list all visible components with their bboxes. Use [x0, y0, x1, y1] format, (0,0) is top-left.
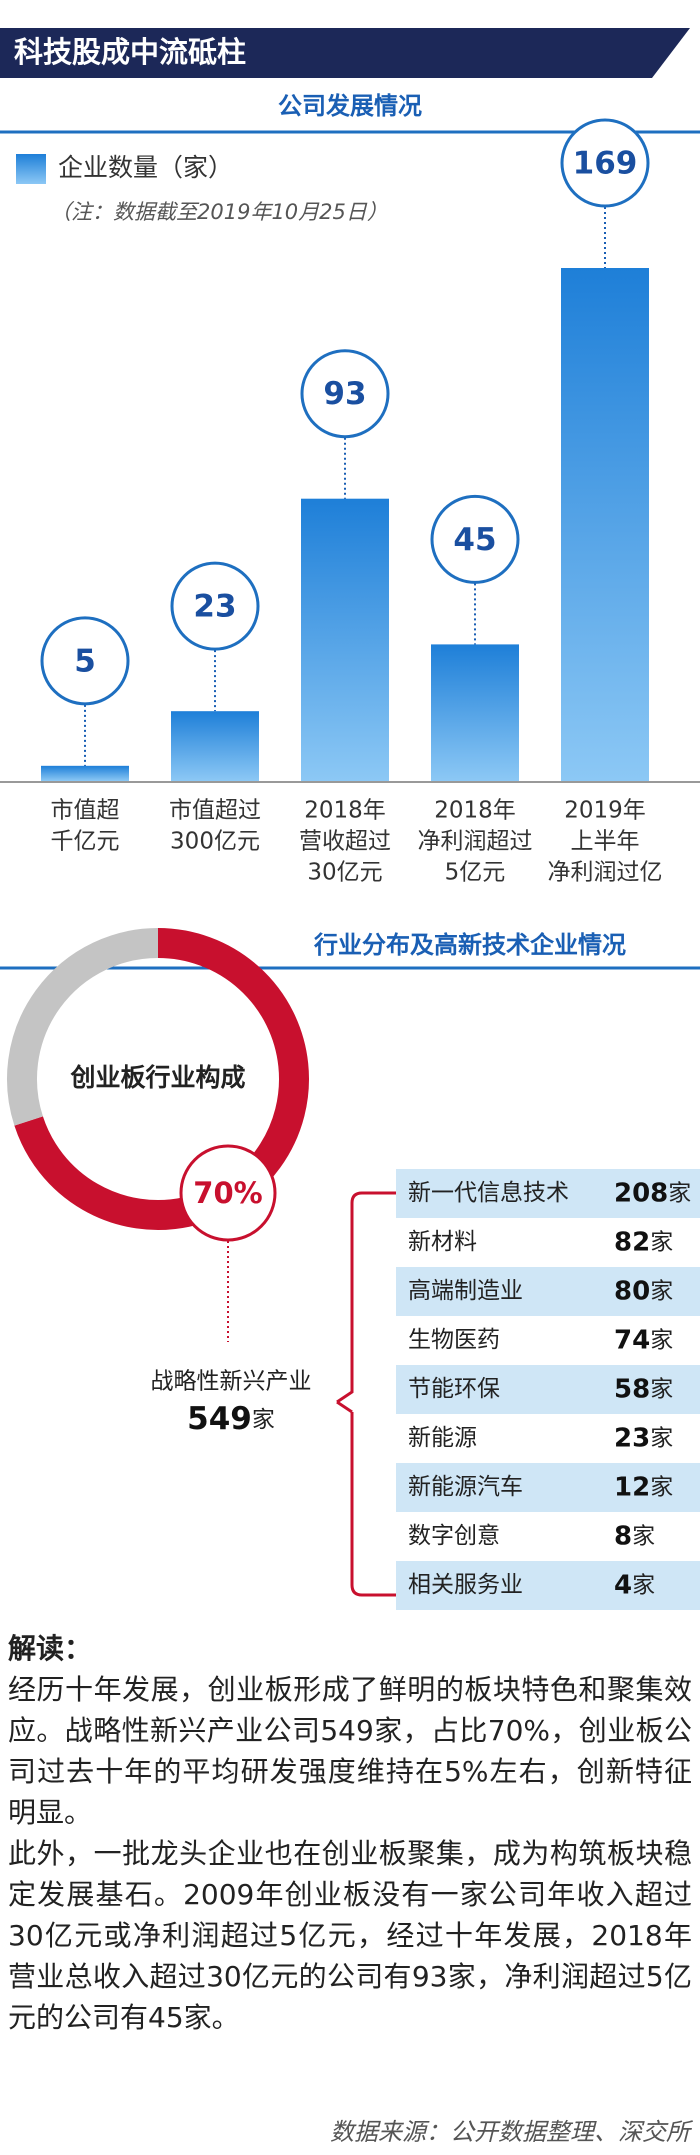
- row-number: 23: [614, 1423, 650, 1453]
- commentary: 解读： 经历十年发展，创业板形成了鲜明的板块特色和聚集效应。战略性新兴产业公司5…: [8, 1628, 692, 2038]
- row-unit: 家: [650, 1425, 673, 1451]
- x-tick-label: 2018年: [304, 798, 386, 824]
- value-label: 70%: [193, 1176, 262, 1210]
- value-label: 93: [323, 376, 366, 412]
- note: （注：数据截至2019年10月25日）: [50, 200, 388, 224]
- row-count: 58家: [614, 1374, 673, 1404]
- x-tick-label: 市值超过: [169, 798, 261, 824]
- donut-segment: [7, 928, 159, 1126]
- row-unit: 家: [650, 1278, 673, 1304]
- value-badge: [430, 494, 520, 584]
- source: 数据来源：公开数据整理、深交所: [330, 2118, 690, 2146]
- row-unit: 家: [632, 1572, 655, 1598]
- value-badge: [40, 616, 130, 706]
- legend-swatch: [16, 154, 46, 184]
- x-tick-label: 净利润超过: [418, 829, 533, 855]
- row-number: 12: [614, 1472, 650, 1502]
- value-label: 23: [193, 589, 236, 625]
- row-count: 82家: [614, 1227, 673, 1257]
- section-title: 行业分布及高新技术企业情况: [313, 931, 626, 959]
- x-tick-label: 300亿元: [170, 829, 260, 855]
- value-badge: [300, 349, 390, 439]
- donut-center-label: 创业板行业构成: [69, 1063, 245, 1092]
- row-name: 新能源: [408, 1425, 477, 1451]
- row-name: 新材料: [408, 1229, 477, 1255]
- bar: [301, 498, 389, 781]
- table-row-bg: [396, 1561, 700, 1610]
- subtotal-value: 549家: [187, 1401, 275, 1437]
- bar: [41, 765, 129, 781]
- paragraph: 此外，一批龙头企业也在创业板聚集，成为构筑板块稳定发展基石。2009年创业板没有…: [8, 1837, 692, 2034]
- brace: [336, 1191, 396, 1597]
- row-name: 节能环保: [408, 1376, 500, 1402]
- row-number: 8: [614, 1521, 632, 1551]
- legend-label: 企业数量（家）: [58, 153, 233, 182]
- row-number: 82: [614, 1227, 650, 1257]
- header-title: 科技股成中流砥柱: [14, 35, 246, 69]
- table-row-bg: [396, 1267, 700, 1316]
- row-unit: 家: [632, 1523, 655, 1549]
- row-unit: 家: [668, 1180, 691, 1206]
- row-unit: 家: [650, 1327, 673, 1353]
- row-name: 高端制造业: [408, 1278, 523, 1304]
- value-label: 5: [74, 643, 96, 679]
- row-name: 新一代信息技术: [408, 1180, 569, 1206]
- row-name: 数字创意: [408, 1523, 500, 1549]
- x-tick-label: 营收超过: [299, 829, 391, 855]
- row-count: 8家: [614, 1521, 655, 1551]
- table-row-bg: [396, 1169, 700, 1218]
- row-number: 58: [614, 1374, 650, 1404]
- row-name: 生物医药: [408, 1327, 500, 1353]
- chart: 科技股成中流砥柱 公司发展情况 企业数量（家） （注：数据截至2019年10月2…: [0, 28, 700, 1610]
- value-label: 169: [573, 146, 638, 182]
- row-number: 4: [614, 1570, 632, 1600]
- x-tick-label: 2018年: [434, 798, 516, 824]
- row-count: 12家: [614, 1472, 673, 1502]
- bar: [431, 644, 519, 781]
- value-badge: [170, 561, 260, 651]
- row-unit: 家: [650, 1376, 673, 1402]
- row-number: 74: [614, 1325, 650, 1355]
- value-badge: [560, 118, 650, 208]
- row-unit: 家: [650, 1474, 673, 1500]
- x-tick-label: 净利润过亿: [548, 860, 663, 886]
- bar: [171, 711, 259, 781]
- row-name: 新能源汽车: [408, 1474, 523, 1500]
- table-row-bg: [396, 1365, 700, 1414]
- x-tick-label: 上半年: [571, 829, 640, 855]
- value-badge: [179, 1144, 277, 1242]
- section-title: 公司发展情况: [278, 92, 422, 120]
- table-row-bg: [396, 1463, 700, 1512]
- x-tick-label: 5亿元: [445, 860, 506, 886]
- subtotal-unit: 家: [252, 1407, 275, 1433]
- row-count: 80家: [614, 1276, 673, 1306]
- header-bar: [0, 28, 690, 78]
- value-label: 45: [453, 522, 496, 558]
- row-count: 23家: [614, 1423, 673, 1453]
- paragraph: 经历十年发展，创业板形成了鲜明的板块特色和聚集效应。战略性新兴产业公司549家，…: [8, 1673, 692, 1829]
- row-name: 相关服务业: [408, 1572, 523, 1598]
- subtotal-label: 战略性新兴产业: [151, 1369, 312, 1395]
- x-tick-label: 30亿元: [307, 860, 382, 886]
- x-tick-label: 千亿元: [51, 829, 120, 855]
- commentary-heading: 解读：: [8, 1632, 93, 1665]
- row-number: 80: [614, 1276, 650, 1306]
- x-tick-label: 2019年: [564, 798, 646, 824]
- donut-segment: [14, 928, 309, 1230]
- row-count: 74家: [614, 1325, 673, 1355]
- row-count: 4家: [614, 1570, 655, 1600]
- subtotal-number: 549: [187, 1401, 252, 1437]
- bar: [561, 268, 649, 781]
- row-number: 208: [614, 1178, 668, 1208]
- x-tick-label: 市值超: [51, 798, 120, 824]
- row-count: 208家: [614, 1178, 691, 1208]
- row-unit: 家: [650, 1229, 673, 1255]
